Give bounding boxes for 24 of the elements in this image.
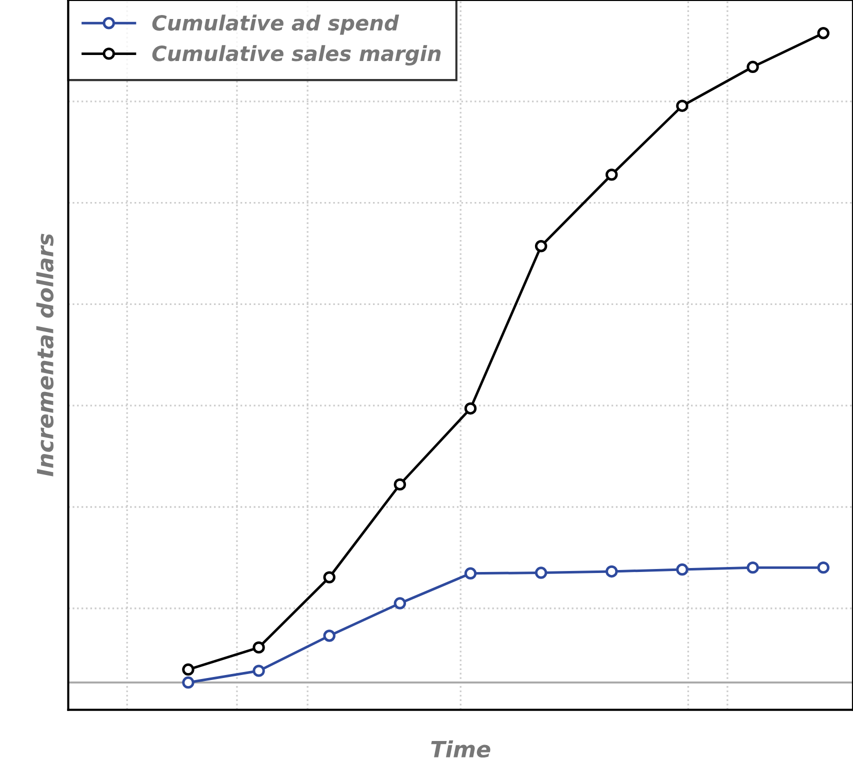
point bbox=[676, 100, 688, 112]
point bbox=[606, 565, 618, 578]
point bbox=[817, 27, 830, 40]
point bbox=[817, 561, 830, 574]
y-axis-title: Incremental dollars bbox=[36, 234, 54, 476]
point bbox=[534, 240, 548, 252]
point bbox=[394, 597, 406, 610]
legend-label: Cumulative ad spend bbox=[152, 14, 400, 35]
point bbox=[323, 630, 336, 642]
legend-label: Cumulative sales margin bbox=[152, 45, 441, 66]
point bbox=[182, 663, 194, 676]
point bbox=[182, 676, 194, 689]
point bbox=[746, 60, 759, 73]
x-axis-title: Time bbox=[431, 740, 490, 758]
point bbox=[252, 664, 265, 677]
point bbox=[252, 641, 265, 654]
point bbox=[676, 563, 688, 576]
point bbox=[606, 168, 618, 181]
point bbox=[534, 566, 548, 579]
point bbox=[746, 561, 759, 574]
point bbox=[464, 567, 477, 580]
point bbox=[464, 402, 477, 415]
point bbox=[394, 478, 406, 491]
point bbox=[323, 571, 336, 584]
